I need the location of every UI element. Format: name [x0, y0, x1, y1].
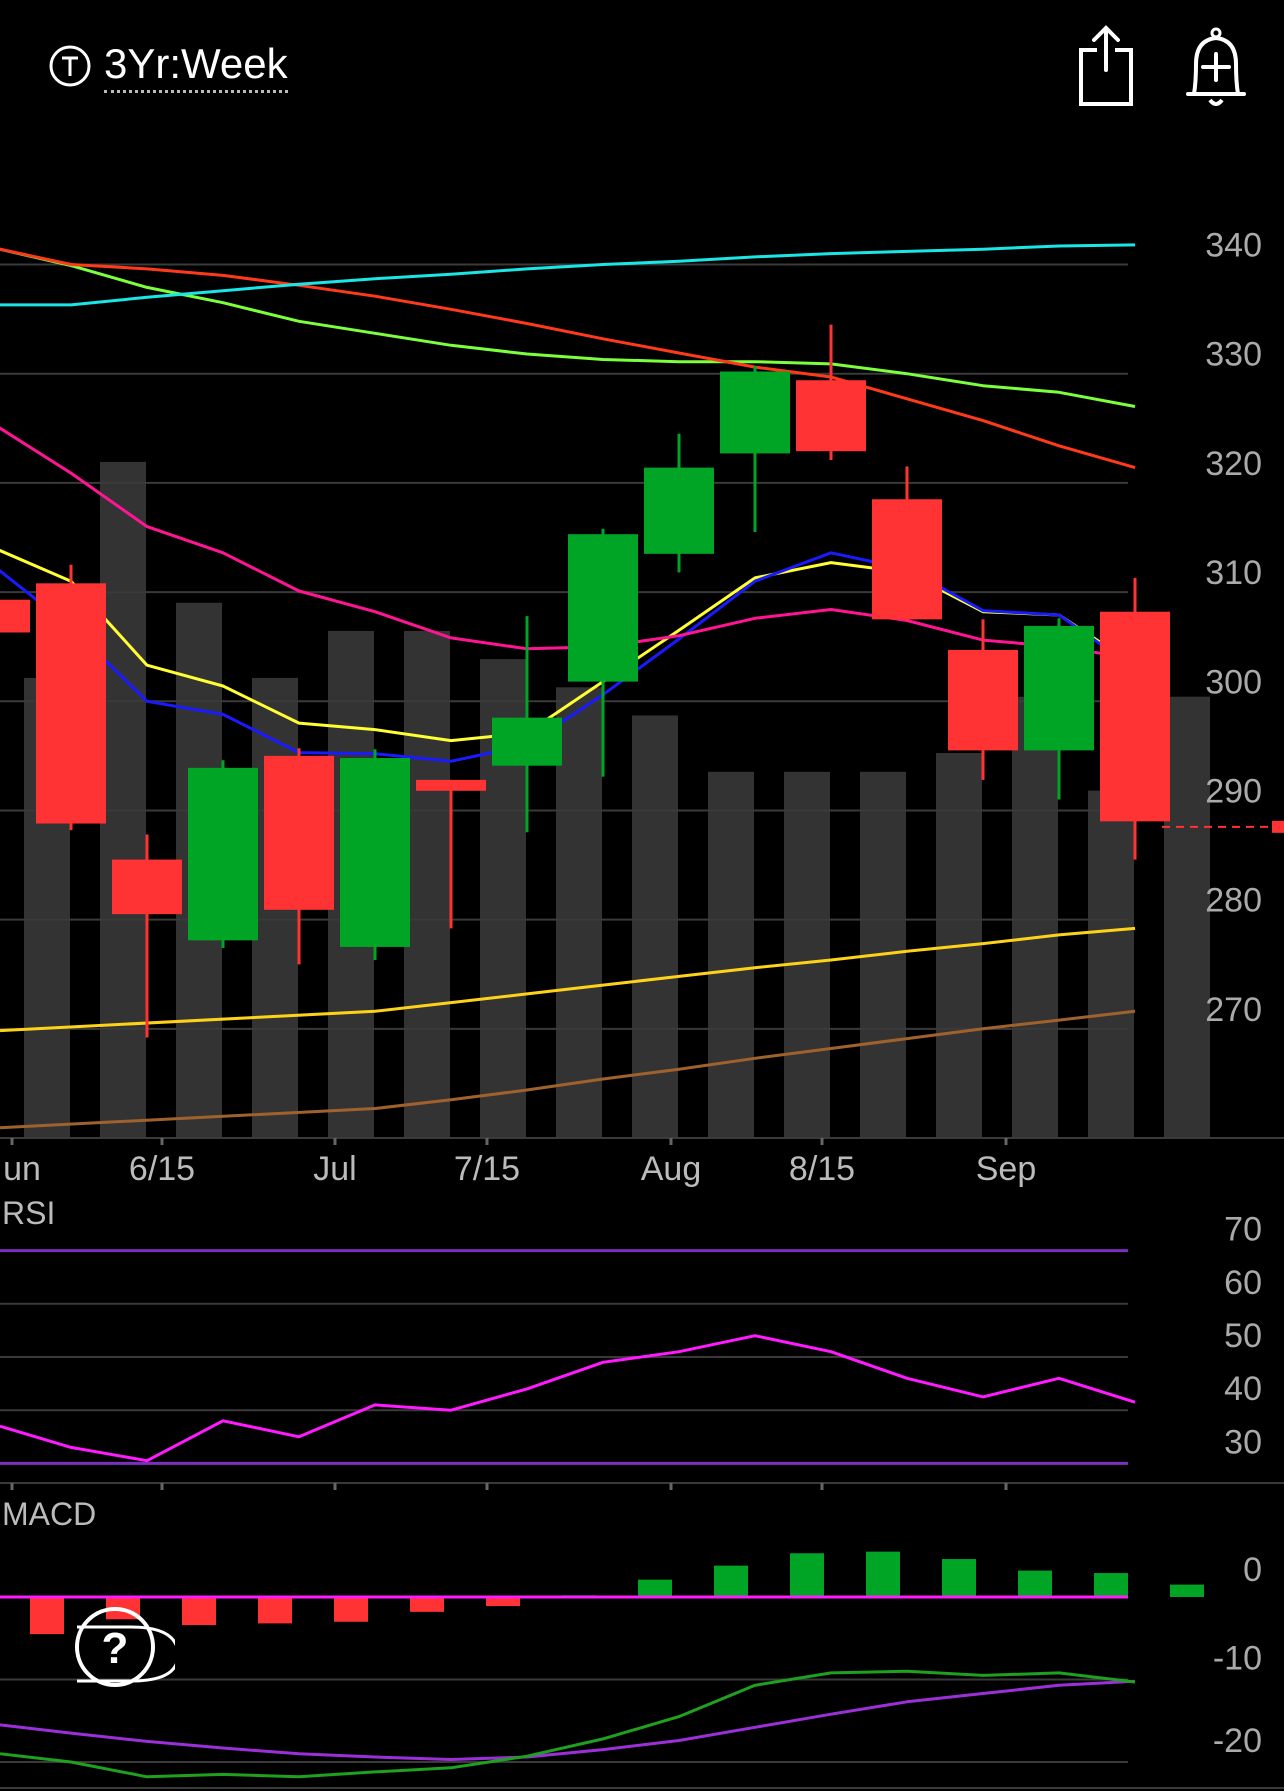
- macd-line: [0, 1669, 1136, 1779]
- add-alert-button[interactable]: [1180, 24, 1252, 110]
- macd-histogram-bar-positive: [1170, 1584, 1204, 1597]
- x-tick-label: un: [3, 1150, 41, 1188]
- macd-histogram-bar-negative: [410, 1597, 444, 1612]
- candle-down: [796, 380, 866, 452]
- timeframe-selector[interactable]: 3Yr:Week: [48, 36, 288, 96]
- rsi-tick-label: 60: [1224, 1264, 1262, 1302]
- candle-up: [188, 767, 258, 941]
- x-tick-label: Jul: [313, 1150, 356, 1188]
- macd-tick-label: -10: [1213, 1640, 1262, 1678]
- macd-histogram-bar-positive: [790, 1553, 824, 1597]
- candle-up: [492, 717, 562, 766]
- add-alert-bell-icon: [1186, 27, 1246, 106]
- rsi-tick-label: 70: [1224, 1211, 1262, 1249]
- rsi-tick-label: 40: [1224, 1370, 1262, 1408]
- macd-histogram-bar-negative: [486, 1597, 520, 1607]
- x-tick-label: 8/15: [789, 1150, 855, 1188]
- candle-up: [644, 467, 714, 554]
- macd-histogram-bar-positive: [1094, 1573, 1128, 1597]
- svg-text:?: ?: [102, 1624, 129, 1673]
- header: 3Yr:Week: [0, 0, 1284, 130]
- candle-down: [0, 599, 30, 633]
- volume-bar: [1164, 696, 1210, 1138]
- candle-down: [36, 583, 106, 824]
- candle-up: [568, 534, 638, 682]
- volume-bar: [784, 771, 830, 1138]
- macd-histogram-bar-positive: [1018, 1570, 1052, 1597]
- candle-down: [948, 649, 1018, 751]
- macd-histogram-bar-negative: [334, 1597, 368, 1622]
- price-tick-label: 320: [1205, 445, 1262, 483]
- candle-down: [872, 499, 942, 620]
- last-price-marker: [1272, 820, 1284, 833]
- candle-up: [1024, 625, 1094, 751]
- rsi-tick-label: 50: [1224, 1317, 1262, 1355]
- moving-average-line: [0, 426, 1136, 661]
- price-tick-label: 310: [1205, 554, 1262, 592]
- help-button[interactable]: ?: [75, 1601, 180, 1701]
- volume-bar: [1012, 696, 1058, 1138]
- moving-average-line: [0, 1009, 1136, 1130]
- x-tick-label: 6/15: [129, 1150, 195, 1188]
- macd-histogram-bar-positive: [714, 1565, 748, 1597]
- price-tick-label: 270: [1205, 991, 1262, 1029]
- x-tick-label: Aug: [641, 1150, 702, 1188]
- moving-average-line: [0, 926, 1136, 1033]
- rsi-title: RSI: [2, 1195, 55, 1231]
- volume-bar: [404, 630, 450, 1138]
- clock-t-icon: [49, 45, 91, 87]
- macd-histogram-bar-positive: [942, 1559, 976, 1597]
- moving-average-line: [0, 548, 1136, 743]
- rsi-line: [0, 1334, 1136, 1463]
- moving-average-line: [0, 243, 1136, 307]
- candle-up: [340, 758, 410, 947]
- macd-tick-label: 0: [1243, 1551, 1262, 1589]
- candle-down: [112, 859, 182, 915]
- share-button[interactable]: [1072, 22, 1142, 112]
- candle-down: [1100, 611, 1170, 822]
- candle-up: [720, 371, 790, 454]
- macd-histogram-bar-negative: [258, 1597, 292, 1624]
- macd-histogram-bar-positive: [866, 1551, 900, 1597]
- volume-bar: [632, 715, 678, 1138]
- moving-average-line: [0, 247, 1136, 470]
- macd-histogram-bar-negative: [30, 1597, 64, 1635]
- volume-bar: [708, 771, 754, 1138]
- macd-tick-label: -20: [1213, 1722, 1262, 1760]
- x-tick-label: Sep: [976, 1150, 1037, 1188]
- share-icon: [1079, 25, 1133, 106]
- price-tick-label: 280: [1205, 882, 1262, 920]
- price-tick-label: 300: [1205, 663, 1262, 701]
- price-tick-label: 340: [1205, 227, 1262, 265]
- macd-histogram-bar-positive: [638, 1579, 672, 1597]
- timeframe-label: 3Yr:Week: [104, 40, 288, 93]
- macd-title: MACD: [2, 1496, 96, 1532]
- rsi-tick-label: 30: [1224, 1423, 1262, 1461]
- question-icon: ?: [75, 1607, 180, 1687]
- volume-bar: [556, 687, 602, 1138]
- price-tick-label: 330: [1205, 336, 1262, 374]
- price-tick-label: 290: [1205, 772, 1262, 810]
- candle-down: [264, 755, 334, 910]
- x-tick-label: 7/15: [454, 1150, 520, 1188]
- volume-bar: [1088, 790, 1134, 1138]
- macd-histogram-bar-negative: [182, 1597, 216, 1626]
- candle-down: [416, 779, 486, 791]
- moving-average-line: [0, 551, 1136, 763]
- volume-bar: [100, 461, 146, 1138]
- macd-signal-line: [0, 1679, 1136, 1761]
